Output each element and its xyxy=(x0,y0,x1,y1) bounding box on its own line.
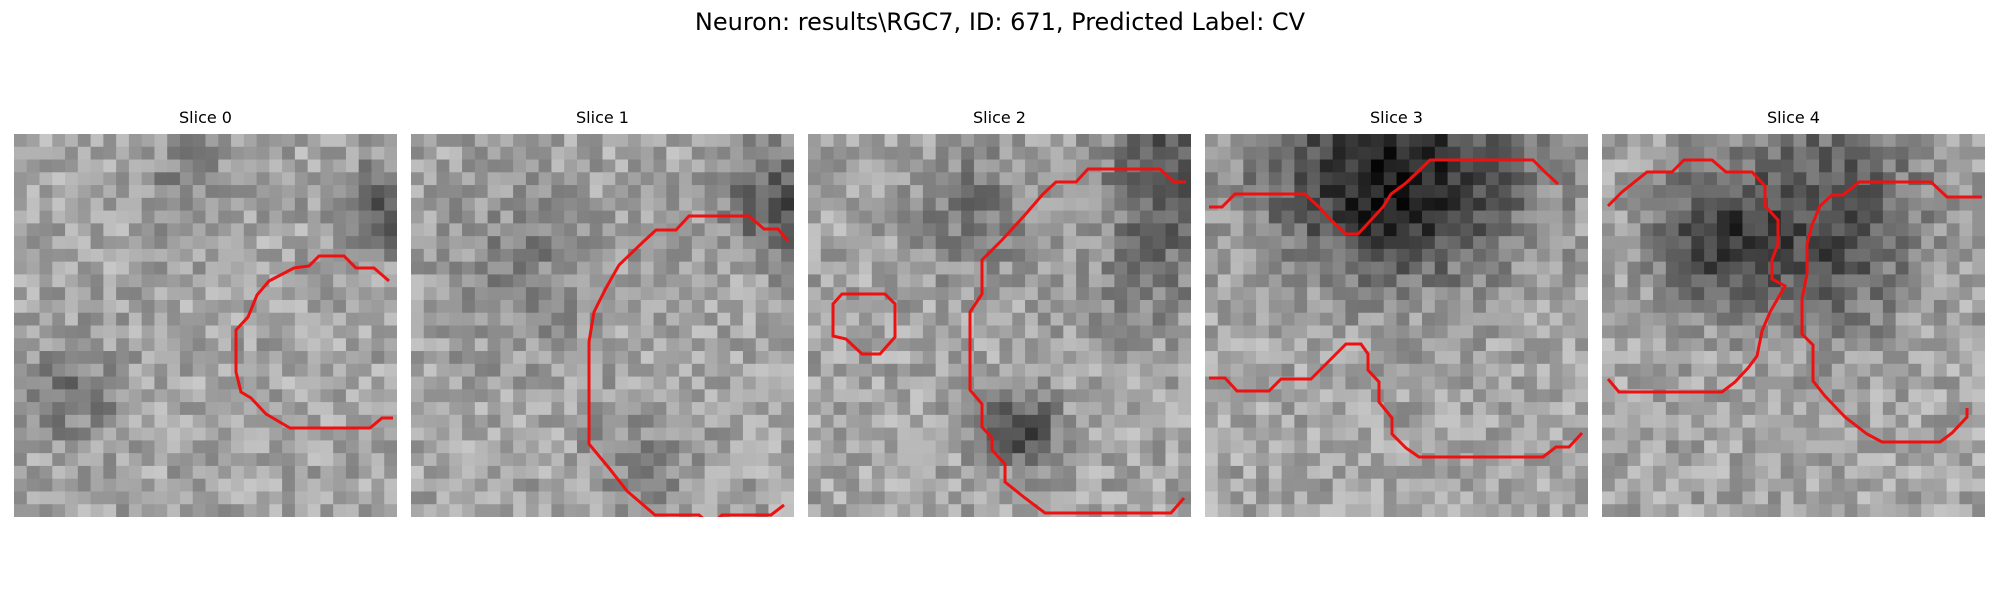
roi-contour-small xyxy=(831,292,897,356)
roi-contour-top xyxy=(1209,158,1560,236)
roi-contour xyxy=(234,254,393,430)
slice-panel-4: Slice 4 xyxy=(1602,108,1985,518)
roi-contour xyxy=(587,214,790,517)
slice-image-0 xyxy=(14,134,397,517)
slice-panel-0: Slice 0 xyxy=(14,108,397,518)
slice-image-1 xyxy=(411,134,794,517)
slice-image-4 xyxy=(1602,134,1985,517)
roi-contour-bottom xyxy=(1209,342,1584,459)
slice-title: Slice 4 xyxy=(1767,108,1820,127)
figure-title: Neuron: results\RGC7, ID: 671, Predicted… xyxy=(694,8,1306,36)
roi-contour-main xyxy=(968,167,1186,515)
slice-title: Slice 1 xyxy=(576,108,629,127)
roi-contour-left xyxy=(1606,158,1788,394)
slice-title: Slice 0 xyxy=(179,108,232,127)
slice-title: Slice 3 xyxy=(1370,108,1423,127)
slice-panel-1: Slice 1 xyxy=(411,108,794,518)
slice-title: Slice 2 xyxy=(973,108,1026,127)
slice-image-3 xyxy=(1205,134,1588,517)
roi-contour-right xyxy=(1800,180,1982,444)
slice-image-2 xyxy=(808,134,1191,517)
slice-panel-3: Slice 3 xyxy=(1205,108,1588,518)
slice-panel-2: Slice 2 xyxy=(808,108,1191,518)
